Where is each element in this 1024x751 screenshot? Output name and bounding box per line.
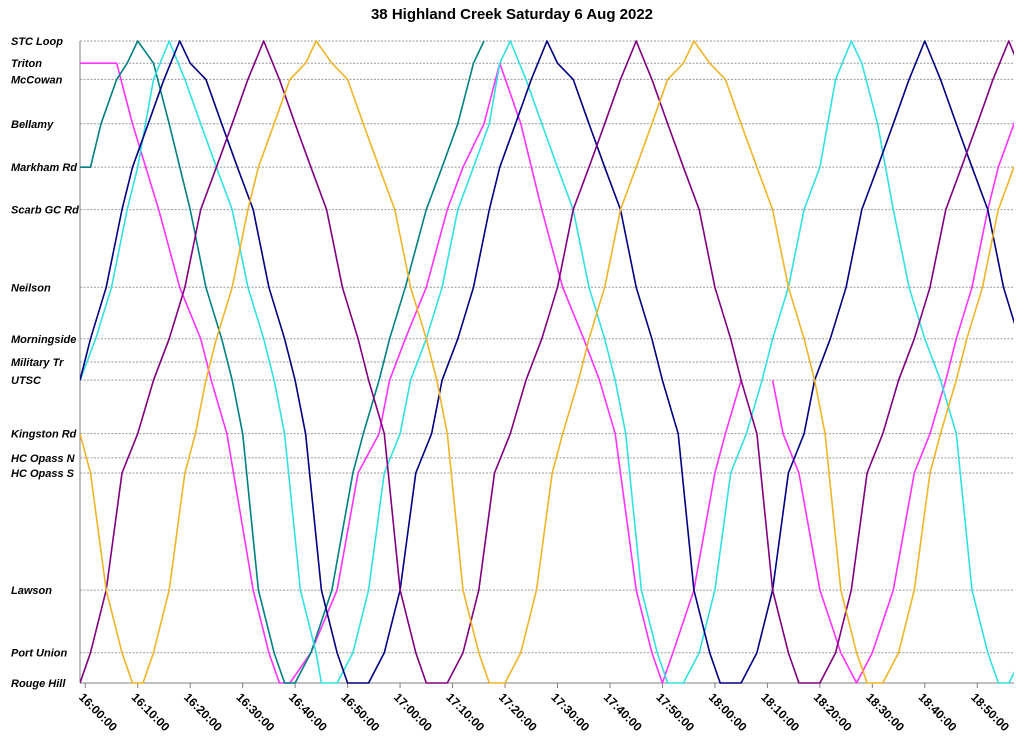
stop-label: Markham Rd bbox=[11, 162, 77, 174]
stop-label: Lawson bbox=[11, 585, 52, 597]
x-tick-label: 18:50:00 bbox=[968, 690, 1012, 734]
stop-label: STC Loop bbox=[11, 36, 63, 48]
vehicle-trip-line bbox=[80, 40, 1014, 684]
stop-label: Scarb GC Rd bbox=[11, 205, 79, 217]
x-tick-label: 17:20:00 bbox=[496, 690, 540, 734]
x-tick-label: 17:50:00 bbox=[653, 690, 697, 734]
vehicle-trip-line bbox=[80, 40, 1014, 684]
x-tick-label: 18:00:00 bbox=[706, 690, 750, 734]
vehicle-trip-line bbox=[771, 121, 1014, 684]
x-tick-label: 16:10:00 bbox=[129, 690, 173, 734]
x-tick-label: 17:30:00 bbox=[548, 690, 592, 734]
stop-label: Kingston Rd bbox=[11, 429, 77, 441]
x-tick-label: 16:50:00 bbox=[338, 690, 382, 734]
x-tick-label: 18:30:00 bbox=[863, 690, 907, 734]
x-tick-label: 18:20:00 bbox=[811, 690, 855, 734]
x-tick-label: 18:40:00 bbox=[916, 690, 960, 734]
vehicle-trip-line bbox=[80, 62, 742, 684]
x-tick-label: 18:10:00 bbox=[758, 690, 802, 734]
chart-title: 38 Highland Creek Saturday 6 Aug 2022 bbox=[370, 6, 654, 23]
stop-label: HC Opass N bbox=[11, 453, 76, 465]
vehicle-trip-line bbox=[80, 40, 1014, 684]
stop-label: Bellamy bbox=[11, 119, 54, 131]
stop-label: Triton bbox=[11, 58, 42, 70]
x-tick-label: 17:10:00 bbox=[443, 690, 487, 734]
stop-label: Morningside bbox=[11, 334, 76, 346]
x-tick-label: 16:00:00 bbox=[76, 690, 120, 734]
stop-label: Rouge Hill bbox=[11, 678, 66, 690]
stop-label: HC Opass S bbox=[11, 468, 75, 480]
stop-label: Military Tr bbox=[11, 357, 64, 369]
x-tick-label: 17:00:00 bbox=[391, 690, 435, 734]
stop-label: Port Union bbox=[11, 648, 67, 660]
stop-label: Neilson bbox=[11, 282, 51, 294]
x-tick-label: 16:20:00 bbox=[181, 690, 225, 734]
vehicle-trip-line bbox=[80, 40, 1014, 684]
x-tick-label: 16:30:00 bbox=[234, 690, 278, 734]
stop-label: McCowan bbox=[11, 74, 63, 86]
stop-label: UTSC bbox=[11, 375, 42, 387]
x-tick-label: 17:40:00 bbox=[601, 690, 645, 734]
vehicle-trip-line bbox=[80, 40, 485, 684]
trip-lines bbox=[80, 40, 1014, 684]
x-tick-label: 16:40:00 bbox=[286, 690, 330, 734]
